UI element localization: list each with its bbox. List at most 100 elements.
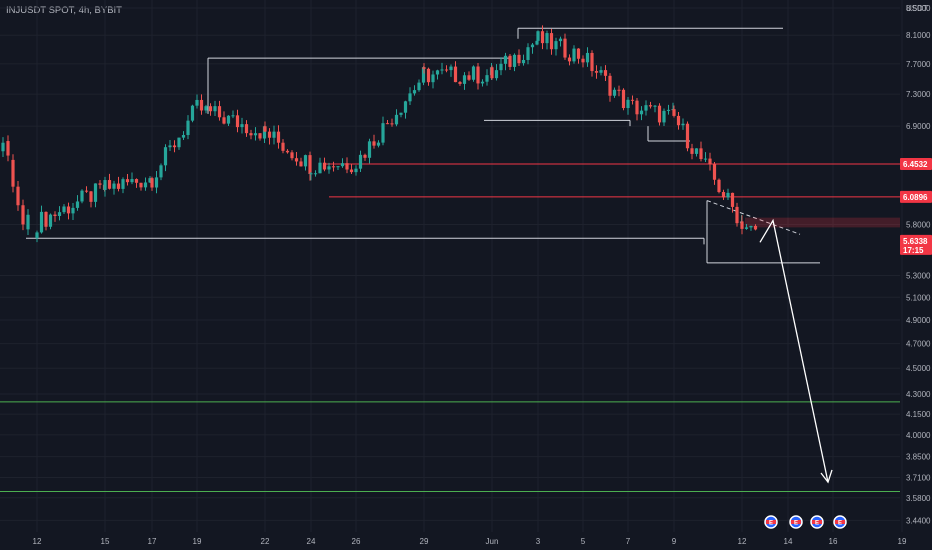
- candle-body: [563, 38, 567, 58]
- time-tick-label: Jun: [486, 537, 499, 546]
- event-marker[interactable]: E: [810, 515, 824, 529]
- candle-body: [186, 120, 190, 136]
- candle-body: [394, 114, 399, 125]
- candle-body: [412, 90, 417, 94]
- candle-body: [322, 162, 327, 170]
- candle-body: [630, 99, 635, 101]
- candle-body: [708, 158, 712, 165]
- candle-body: [125, 179, 130, 183]
- candle-body: [213, 106, 217, 112]
- candle-body: [276, 131, 281, 143]
- candle-body: [62, 206, 66, 213]
- candle-body: [294, 158, 299, 162]
- candle-body: [666, 109, 671, 111]
- candle-body: [318, 162, 322, 174]
- candle-body: [603, 70, 608, 76]
- event-marker[interactable]: E: [833, 515, 847, 529]
- time-tick-label: 22: [261, 537, 270, 546]
- event-flag: [791, 520, 801, 524]
- candle-body: [285, 150, 290, 153]
- event-label: E: [838, 521, 842, 527]
- price-axis[interactable]: 8.5000 8.1000 7.7000 7.3000 6.9000 5.8000 5.30…: [900, 4, 932, 525]
- drawings: [26, 27, 900, 484]
- price-tick-label: 3.4400: [906, 516, 931, 525]
- dashed-trendline: [706, 200, 801, 235]
- candle-body: [462, 75, 467, 84]
- candle-body: [331, 166, 336, 168]
- price-tick-label: 4.5000: [906, 364, 931, 373]
- candle-body: [585, 52, 590, 63]
- candle-body: [75, 201, 80, 208]
- price-badge-label: 6.0896: [903, 193, 928, 202]
- event-marker[interactable]: E: [764, 515, 778, 529]
- candle-body: [240, 124, 244, 128]
- price-tick-label: 6.9000: [906, 122, 931, 131]
- candle-body: [208, 106, 213, 112]
- event-marker[interactable]: E: [789, 515, 803, 529]
- candle-body: [177, 137, 181, 148]
- candle-body: [199, 99, 204, 111]
- candle-body: [712, 164, 717, 180]
- candle-body: [694, 148, 699, 154]
- candle-body: [121, 179, 125, 189]
- candle-body: [685, 123, 690, 149]
- time-tick-label: 19: [898, 537, 907, 546]
- candle-body: [6, 141, 10, 156]
- candle-body: [494, 70, 499, 79]
- candle-body: [639, 110, 644, 115]
- price-badge-label: 5.6338: [903, 237, 928, 246]
- candle-body: [471, 66, 476, 80]
- time-tick-label: 3: [536, 537, 541, 546]
- candle-body: [517, 54, 521, 64]
- candle-body: [89, 191, 93, 202]
- price-badge-label: 6.4532: [903, 160, 928, 169]
- candle-body: [581, 58, 585, 63]
- symbol-label: INJUSDT SPOT, 4h, BYBIT: [6, 5, 122, 16]
- candle-body: [80, 190, 84, 202]
- candle-body: [53, 214, 57, 216]
- price-badge: [900, 157, 932, 170]
- candle-body: [703, 158, 708, 160]
- candle-body: [526, 47, 530, 60]
- candle-body: [336, 166, 340, 168]
- candle-body: [235, 115, 240, 128]
- candle-body: [621, 89, 626, 109]
- candle-body: [143, 182, 148, 188]
- candle-body: [744, 227, 749, 229]
- time-tick-label: 14: [784, 537, 793, 546]
- event-label: E: [815, 521, 819, 527]
- levels: [0, 163, 900, 492]
- candle-body: [354, 168, 358, 173]
- candle-body: [204, 106, 208, 111]
- candle-body: [262, 126, 267, 139]
- candle-body: [367, 141, 372, 158]
- candle-body: [48, 214, 53, 227]
- price-tick-label: 7.3000: [906, 90, 931, 99]
- candle-body: [485, 75, 489, 82]
- candle-body: [134, 179, 139, 183]
- candle-body: [116, 183, 121, 189]
- candle-body: [44, 211, 48, 227]
- candle-body: [249, 133, 253, 136]
- candle-body: [35, 232, 39, 239]
- candle-body: [672, 109, 676, 116]
- candle-body: [617, 89, 621, 91]
- candle-body: [299, 161, 303, 167]
- time-tick-label: 17: [148, 537, 157, 546]
- candle-body: [372, 141, 376, 146]
- price-tick-label: 8.1000: [906, 31, 931, 40]
- candle-body: [231, 115, 235, 117]
- time-tick-label: 12: [33, 537, 42, 546]
- time-axis[interactable]: 12 15 17 19 22 24 26 29 Jun 3 5 7 9 12 14 16 19: [33, 537, 907, 546]
- event-label: E: [769, 521, 773, 527]
- candle-body: [676, 115, 681, 126]
- candle-body: [644, 105, 648, 111]
- candle-body: [181, 135, 186, 138]
- candle-body: [403, 101, 408, 113]
- candle-body: [536, 31, 540, 41]
- supply-zone: [745, 217, 900, 228]
- event-flag: [766, 520, 776, 524]
- candle-body: [608, 75, 612, 96]
